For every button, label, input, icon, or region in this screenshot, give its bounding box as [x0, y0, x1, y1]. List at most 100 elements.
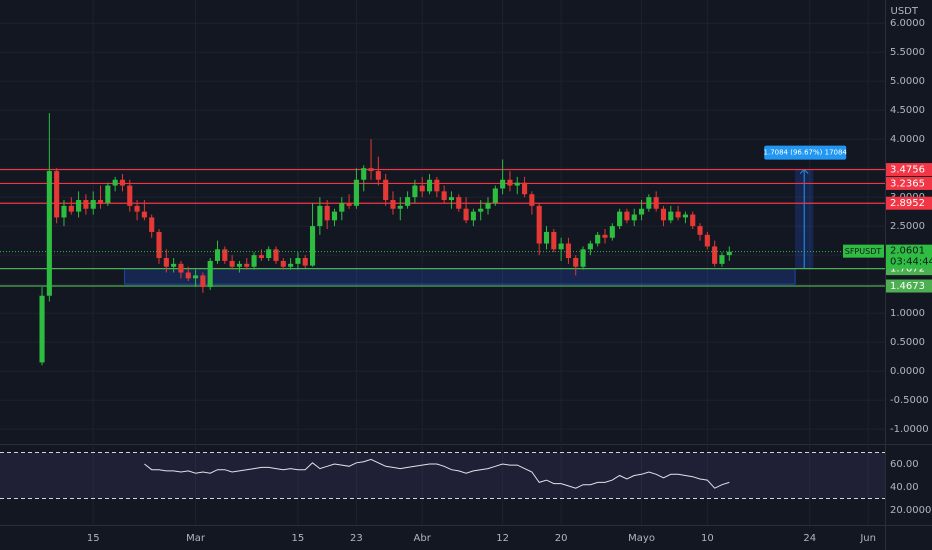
candle-body: [112, 179, 118, 186]
x-tick-label: Mar: [186, 533, 206, 544]
candle-body: [119, 179, 126, 186]
x-tick-label: 24: [803, 533, 816, 544]
candle-body: [244, 263, 250, 267]
rsi-tick-label: 60.00: [890, 459, 919, 470]
candle-body: [536, 205, 542, 244]
candle-body: [193, 275, 199, 279]
candle-body: [258, 255, 264, 259]
candle-body: [419, 185, 425, 192]
candle-body: [273, 249, 279, 261]
candle-body: [580, 249, 586, 267]
rsi-tick-label: 20.0000: [890, 505, 931, 516]
candle-body: [68, 205, 74, 212]
candle-body: [704, 234, 710, 247]
candle-body: [141, 211, 147, 218]
candle-body: [346, 202, 352, 206]
candle-body: [390, 200, 396, 209]
candle-body: [353, 179, 359, 206]
level-tag: [886, 196, 932, 210]
candle-body: [39, 295, 45, 363]
candle-body: [675, 211, 681, 218]
candle-body: [236, 263, 242, 267]
rsi-band: [0, 452, 885, 499]
level-label: 1.7672: [890, 264, 925, 275]
candle-body: [324, 205, 330, 221]
candle-body: [726, 251, 732, 256]
x-tick-label: 23: [350, 533, 363, 544]
candle-body: [558, 243, 564, 250]
candle-body: [383, 179, 389, 201]
candle-body: [200, 275, 206, 288]
candle-body: [61, 205, 67, 218]
candle-body: [105, 185, 111, 203]
x-tick-label: 12: [496, 533, 509, 544]
x-tick-label: 15: [292, 533, 305, 544]
y-tick-label: 5.5000: [890, 47, 925, 58]
candle-body: [97, 200, 104, 203]
candle-body: [485, 202, 491, 209]
x-tick-label: 10: [701, 533, 714, 544]
candle-body: [368, 168, 374, 172]
candle-body: [288, 263, 294, 267]
x-tick-label: Abr: [414, 533, 432, 544]
candle-body: [478, 208, 484, 212]
level-label: 2.8952: [890, 198, 925, 209]
candle-body: [712, 246, 718, 264]
x-tick-label: Mayo: [628, 533, 655, 544]
candle-body: [668, 211, 674, 221]
candle-body: [185, 272, 191, 279]
candle-body: [149, 217, 155, 232]
symbol-tag: [843, 244, 884, 258]
candle-body: [266, 249, 272, 259]
candle-body: [463, 208, 469, 221]
y-tick-label: 4.5000: [890, 105, 925, 116]
rsi-line: [144, 458, 730, 489]
x-tick-label: 20: [555, 533, 568, 544]
range-box: [124, 268, 796, 285]
symbol-label: SFPUSDT: [845, 247, 882, 256]
candle-body: [54, 171, 60, 218]
y-tick-label: 1.0000: [890, 308, 925, 319]
candle-body: [551, 231, 557, 250]
candle-body: [76, 200, 82, 212]
candle-body: [456, 197, 462, 209]
candle-body: [624, 211, 630, 221]
candle-body: [163, 258, 169, 267]
candle-body: [214, 249, 221, 261]
measure-label: 1.7084 (96.67%) 17084: [764, 149, 848, 157]
price-tag: [886, 244, 932, 269]
level-tag: [886, 176, 932, 190]
candle-body: [573, 258, 579, 267]
candle-body: [339, 202, 345, 212]
level-label: 3.2365: [890, 178, 925, 189]
candle-body: [448, 197, 455, 201]
candle-body: [697, 226, 703, 235]
y-tick-label: 5.0000: [890, 76, 925, 87]
candle-body: [426, 179, 433, 192]
candle-body: [660, 208, 667, 221]
candle-body: [492, 188, 498, 203]
measure-label-bg: [764, 145, 847, 160]
candle-body: [361, 168, 367, 180]
candle-body: [397, 205, 403, 209]
level-tag: [886, 163, 932, 177]
candle-body: [500, 179, 506, 189]
candle-body: [222, 249, 228, 261]
candle-body: [207, 260, 213, 288]
candle-body: [229, 260, 235, 267]
level-label: 1.4673: [890, 281, 925, 292]
candle-body: [682, 214, 688, 218]
candle-body: [134, 205, 140, 212]
candle-body: [127, 185, 133, 206]
candle-body: [405, 197, 411, 206]
candle-body: [171, 263, 177, 267]
countdown-label: 03:44:44: [890, 257, 932, 268]
level-label: 3.4756: [890, 165, 925, 176]
y-tick-label: 0.5000: [890, 337, 925, 348]
candle-body: [631, 214, 637, 221]
candle-body: [295, 258, 301, 264]
candle-body: [543, 231, 550, 244]
candle-body: [302, 258, 308, 266]
